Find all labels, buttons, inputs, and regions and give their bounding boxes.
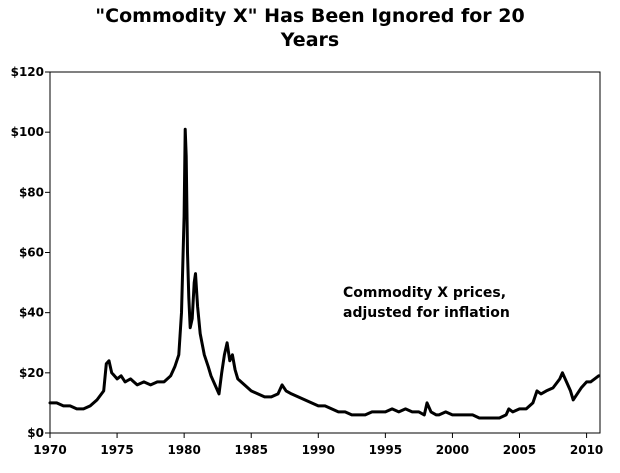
annotation-line-1: Commodity X prices,	[343, 285, 506, 301]
chart-title-line-1: "Commodity X" Has Been Ignored for 20	[95, 5, 525, 27]
y-tick-label: $120	[11, 65, 44, 79]
x-tick-label: 2005	[503, 443, 536, 457]
x-tick-label: 1995	[369, 443, 402, 457]
x-tick-label: 1980	[167, 443, 200, 457]
chart-title: "Commodity X" Has Been Ignored for 20 Ye…	[0, 4, 620, 52]
y-tick-label: $40	[19, 306, 44, 320]
x-tick-label: 2000	[436, 443, 469, 457]
price-series-line	[48, 127, 601, 420]
y-tick-label: $20	[19, 366, 44, 380]
x-tick-label: 1990	[302, 443, 335, 457]
y-tick-label: $0	[27, 426, 44, 440]
x-tick-label: 1970	[33, 443, 66, 457]
series-group	[48, 127, 601, 420]
axis-ticks: $0 $20 $40 $60 $80 $100 $120 1970 1975 1980 1985 19…	[11, 65, 604, 457]
chart-title-line-2: Years	[280, 29, 340, 51]
y-tick-label: $80	[19, 185, 44, 199]
x-tick-label: 1975	[100, 443, 133, 457]
y-tick-label: $100	[11, 125, 44, 139]
y-tick-label: $60	[19, 246, 44, 260]
x-tick-label: 2010	[570, 443, 603, 457]
x-tick-label: 1985	[235, 443, 268, 457]
annotation-line-2: adjusted for inflation	[343, 305, 510, 321]
